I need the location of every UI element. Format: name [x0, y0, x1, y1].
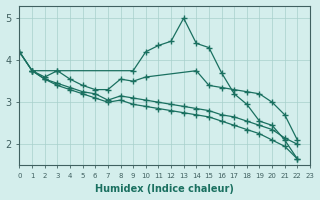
X-axis label: Humidex (Indice chaleur): Humidex (Indice chaleur): [95, 184, 234, 194]
